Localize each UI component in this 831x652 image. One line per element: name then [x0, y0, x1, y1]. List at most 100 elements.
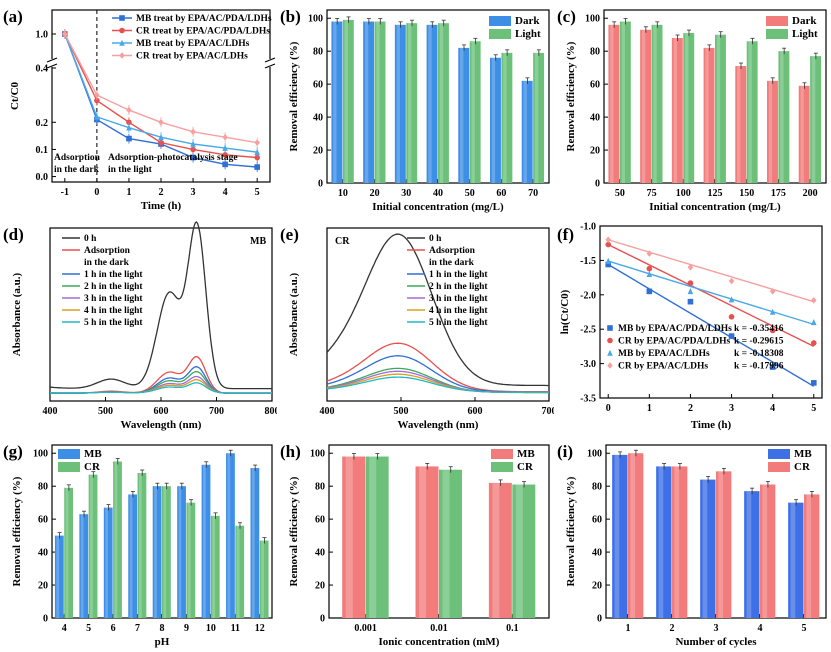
- y-axis-label: Absorbance (a.u.): [11, 272, 23, 356]
- y-tick-label: 20: [313, 146, 323, 157]
- bar-highlight: [621, 21, 625, 184]
- bar: [113, 461, 122, 618]
- fit-line: [608, 260, 814, 326]
- bar-highlight: [344, 19, 348, 184]
- bar-highlight: [105, 507, 109, 618]
- y-tick-label: 60: [38, 515, 48, 526]
- y-tick-label: 0: [597, 614, 602, 625]
- legend-label: 1 h in the light: [84, 270, 143, 280]
- spectrum-line: [50, 375, 272, 394]
- panel-i: (i) 0 20 40 60 80 100 Removal efficiency (%) 1 2 3…: [554, 435, 831, 652]
- data-point: [605, 261, 612, 268]
- y-axis-label: Removal efficiency (%): [11, 476, 23, 586]
- bar-highlight: [178, 486, 182, 618]
- bar: [735, 66, 747, 183]
- panel-label: (b): [280, 7, 301, 26]
- data-point: [646, 250, 653, 257]
- bar-highlight: [658, 466, 664, 618]
- legend-label: 0 h: [429, 234, 442, 244]
- fit-line: [607, 263, 815, 387]
- y-tick-label: 40: [313, 113, 323, 124]
- bar: [226, 453, 235, 618]
- bar: [512, 484, 536, 618]
- data-point: [605, 241, 612, 248]
- bar-highlight: [614, 454, 620, 618]
- panel-b: (b) 0 20 40 60 80 100 Removal efficiency (%) 10 2…: [277, 0, 554, 218]
- x-tick-label: 200: [803, 188, 818, 199]
- data-point: [687, 288, 694, 295]
- data-point: [810, 380, 817, 386]
- y-tick-label: -1.0: [580, 222, 596, 233]
- bar-highlight: [641, 29, 646, 184]
- x-tick-label: 0: [606, 403, 611, 414]
- panel-label: (d): [3, 225, 24, 244]
- bar-highlight: [129, 494, 133, 618]
- panel-label: (g): [3, 442, 23, 461]
- y-tick-label: 100: [585, 14, 600, 25]
- x-tick-label: 40: [433, 188, 443, 199]
- data-point: [126, 106, 132, 114]
- x-tick-label: 2: [670, 623, 675, 634]
- chart-b: (b) 0 20 40 60 80 100 Removal efficiency (%) 10 2…: [280, 7, 550, 213]
- bar-highlight: [780, 51, 784, 183]
- bar: [715, 34, 726, 183]
- legend-label: CR by EPA/AC/LDHs: [618, 362, 708, 372]
- y-tick-label: 0: [320, 614, 325, 625]
- panel-d: (d) 400 500 600 700 800 Wavelength (nm) Absorba…: [0, 218, 277, 435]
- legend-k-value: k = -0.17996: [734, 362, 784, 372]
- y-axis-label: Removal efficiency (%): [288, 41, 300, 151]
- panel-g: (g) 0 20 40 60 80 100 Removal efficiency (%) 4 5 6…: [0, 435, 277, 652]
- bar: [628, 453, 644, 618]
- data-point: [190, 146, 196, 153]
- legend-marker: [119, 15, 125, 21]
- bar: [703, 47, 715, 184]
- legend-label: MB by EPA/AC/LDHs: [618, 349, 710, 359]
- y-tick-label: 20: [592, 581, 602, 592]
- bar-highlight: [428, 24, 432, 184]
- y-tick-label: 0: [43, 614, 48, 625]
- y-tick-label: 40: [590, 113, 600, 124]
- bar: [235, 525, 245, 618]
- bar: [177, 486, 186, 618]
- axis-break-mark: [264, 63, 276, 69]
- y-tick-label: 20: [590, 146, 600, 157]
- legend-label: 4 h in the light: [84, 306, 143, 316]
- bar-highlight: [653, 24, 657, 184]
- bar: [521, 80, 533, 183]
- bar-highlight: [114, 461, 118, 618]
- data-point: [94, 97, 100, 104]
- legend-swatch: [768, 449, 790, 459]
- x-tick-label: 6: [111, 623, 116, 634]
- bar: [439, 469, 462, 618]
- data-point: [810, 297, 817, 304]
- bar: [640, 29, 652, 184]
- bar-highlight: [407, 23, 412, 183]
- x-tick-label: 1: [647, 403, 652, 414]
- legend-label: in the dark: [429, 258, 475, 268]
- bar: [331, 21, 343, 184]
- x-tick-label: 70: [528, 188, 538, 199]
- bar: [767, 80, 778, 183]
- bar: [406, 23, 418, 183]
- bar: [250, 468, 260, 618]
- legend-label: CR treat by EPA/AC/PDA/LDHs: [136, 27, 270, 37]
- x-axis-label: Ionic concentration (mM): [379, 636, 500, 648]
- legend-label: MB treat by EPA/AC/LDHs: [136, 39, 250, 49]
- bar: [342, 456, 366, 618]
- x-tick-label: 12: [255, 623, 265, 634]
- x-tick-label: 500: [98, 406, 113, 417]
- x-tick-label: 50: [465, 188, 475, 199]
- legend-label: 2 h in the light: [429, 282, 488, 292]
- bar-highlight: [523, 80, 527, 183]
- legend-swatch: [489, 29, 511, 39]
- bar-highlight: [748, 41, 752, 183]
- data-point: [687, 280, 694, 286]
- bar: [619, 21, 631, 184]
- bar: [365, 456, 389, 618]
- data-point: [769, 288, 776, 295]
- data-point: [158, 118, 164, 126]
- y-tick-label: 60: [313, 80, 323, 91]
- legend-label: 5 h in the light: [84, 318, 143, 328]
- dye-tag: MB: [250, 236, 266, 247]
- bar: [608, 24, 620, 184]
